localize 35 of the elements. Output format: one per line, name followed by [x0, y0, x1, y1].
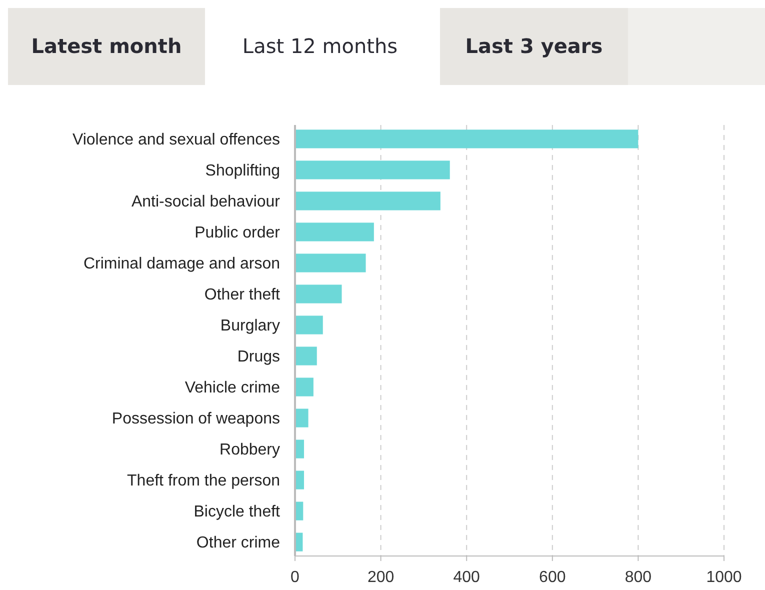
- x-tick-label: 1000: [706, 569, 742, 586]
- y-tick-label: Anti-social behaviour: [131, 194, 281, 211]
- y-tick-label: Other theft: [204, 286, 281, 304]
- y-tick-label: Violence and sexual offences: [72, 132, 280, 149]
- x-tick-label: 200: [367, 569, 394, 586]
- bar: [295, 284, 342, 304]
- y-tick-label: Drugs: [237, 348, 280, 366]
- bar: [295, 470, 304, 490]
- bar: [295, 130, 638, 148]
- bar: [295, 408, 308, 428]
- text: Last 12 months: [242, 34, 398, 58]
- y-tick-label: Theft from the person: [127, 472, 280, 490]
- y-tick-label: Possession of weapons: [112, 410, 280, 428]
- bar: [295, 440, 304, 458]
- text: Last 3 years: [465, 34, 603, 58]
- y-tick-label: Robbery: [220, 442, 280, 459]
- y-tick-label: Shoplifting: [205, 162, 280, 180]
- x-tick-label: 600: [539, 569, 566, 586]
- bar: [295, 254, 366, 272]
- text: Latest month: [31, 34, 182, 58]
- x-tick-label: 0: [290, 569, 300, 586]
- x-tick-label: 800: [624, 569, 652, 586]
- y-tick-label: Burglary: [220, 318, 280, 335]
- bar: [295, 160, 450, 180]
- y-tick-label: Bicycle theft: [194, 504, 281, 521]
- bar: [295, 316, 323, 334]
- y-tick-label: Vehicle crime: [184, 380, 280, 397]
- bar: [295, 346, 317, 366]
- bar: [295, 222, 374, 242]
- bar: [295, 192, 440, 210]
- y-tick-label: Criminal damage and arson: [83, 256, 280, 273]
- y-tick-label: Public order: [194, 224, 281, 242]
- y-tick-label: Other crime: [196, 534, 280, 552]
- x-tick-label: 400: [453, 569, 480, 586]
- bar: [295, 378, 314, 396]
